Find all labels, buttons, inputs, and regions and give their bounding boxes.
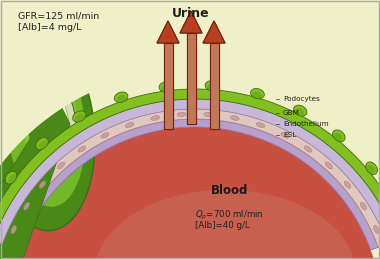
Ellipse shape	[75, 114, 85, 122]
Ellipse shape	[6, 45, 86, 207]
Ellipse shape	[101, 133, 109, 138]
Text: Endothelium: Endothelium	[283, 121, 329, 127]
Ellipse shape	[334, 133, 342, 141]
Text: $Q_p$=700 ml/min: $Q_p$=700 ml/min	[195, 209, 264, 222]
Ellipse shape	[151, 116, 160, 120]
Polygon shape	[157, 21, 179, 43]
Polygon shape	[163, 43, 173, 129]
Ellipse shape	[344, 181, 351, 188]
Ellipse shape	[281, 133, 289, 138]
Ellipse shape	[250, 89, 264, 99]
Text: Urine: Urine	[172, 7, 210, 20]
Polygon shape	[0, 94, 70, 259]
Ellipse shape	[162, 85, 171, 92]
Text: ESL: ESL	[283, 132, 296, 138]
Ellipse shape	[39, 141, 48, 149]
Ellipse shape	[78, 146, 86, 152]
Ellipse shape	[117, 95, 127, 102]
Ellipse shape	[24, 202, 30, 210]
Text: [Alb]=40 g/L: [Alb]=40 g/L	[195, 221, 250, 230]
Polygon shape	[2, 109, 380, 247]
Ellipse shape	[374, 225, 379, 234]
Circle shape	[8, 127, 380, 259]
Polygon shape	[209, 43, 218, 129]
Text: Podocytes: Podocytes	[283, 96, 320, 102]
Polygon shape	[180, 11, 202, 33]
Ellipse shape	[22, 61, 78, 181]
Ellipse shape	[94, 190, 356, 259]
Ellipse shape	[39, 89, 70, 161]
Ellipse shape	[332, 130, 345, 142]
Ellipse shape	[27, 73, 77, 173]
Ellipse shape	[304, 146, 312, 152]
Ellipse shape	[204, 112, 213, 117]
Polygon shape	[163, 43, 173, 129]
Ellipse shape	[252, 91, 262, 99]
Ellipse shape	[0, 31, 95, 231]
Polygon shape	[203, 21, 225, 43]
Ellipse shape	[366, 162, 377, 175]
Ellipse shape	[114, 92, 128, 103]
Ellipse shape	[11, 225, 16, 234]
Ellipse shape	[39, 181, 46, 188]
Text: [Alb]=4 mg/L: [Alb]=4 mg/L	[18, 23, 81, 32]
Polygon shape	[187, 33, 195, 124]
Ellipse shape	[47, 103, 65, 151]
Text: GFR=125 ml/min: GFR=125 ml/min	[18, 11, 99, 20]
Ellipse shape	[159, 82, 173, 92]
Ellipse shape	[5, 171, 17, 184]
Ellipse shape	[205, 81, 219, 91]
Polygon shape	[0, 89, 380, 240]
Text: Blood: Blood	[211, 184, 249, 198]
Ellipse shape	[73, 111, 86, 122]
Polygon shape	[157, 21, 179, 43]
Ellipse shape	[177, 112, 186, 117]
Ellipse shape	[360, 202, 366, 210]
Polygon shape	[180, 11, 202, 33]
Ellipse shape	[256, 123, 265, 128]
Polygon shape	[203, 21, 225, 43]
Ellipse shape	[366, 165, 375, 174]
Ellipse shape	[57, 162, 65, 169]
Text: GBM: GBM	[283, 110, 300, 116]
Polygon shape	[0, 99, 380, 244]
Ellipse shape	[36, 138, 48, 149]
Ellipse shape	[295, 108, 304, 116]
Ellipse shape	[294, 105, 307, 116]
Ellipse shape	[325, 162, 332, 169]
Polygon shape	[209, 43, 218, 129]
Polygon shape	[187, 33, 195, 124]
Polygon shape	[0, 0, 380, 230]
Polygon shape	[12, 119, 378, 250]
Ellipse shape	[207, 84, 217, 91]
Ellipse shape	[8, 174, 16, 183]
Ellipse shape	[230, 116, 239, 120]
Ellipse shape	[125, 123, 134, 128]
